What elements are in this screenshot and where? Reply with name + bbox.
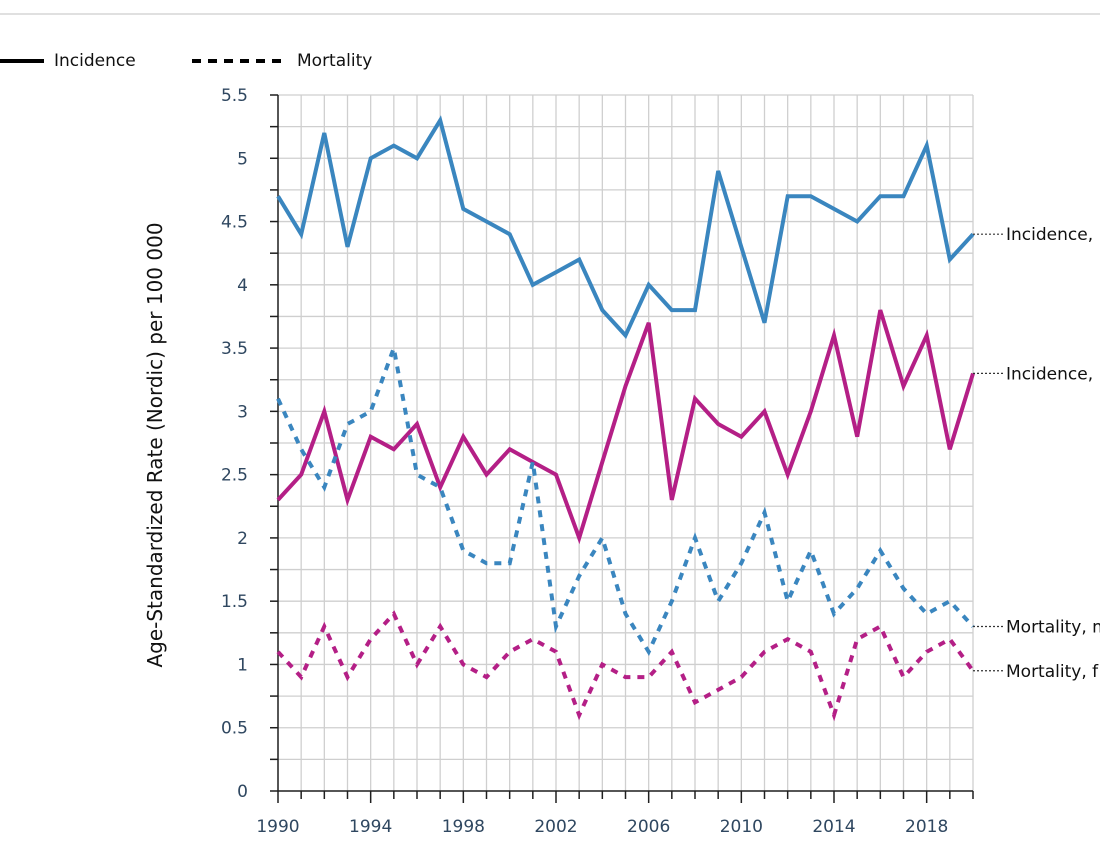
- y-tick-label: 2.5: [221, 466, 248, 486]
- series-end-labels: Incidence, Incidence, Mortality, m Mortalit…: [973, 225, 1100, 682]
- x-tick-label: 2002: [534, 817, 577, 837]
- end-label: Incidence,: [1006, 364, 1093, 384]
- x-tick-label: 1998: [442, 817, 485, 837]
- y-tick-label: 4.5: [221, 213, 248, 233]
- y-axis-title: Age-Standardized Rate (Nordic) per 100 0…: [143, 222, 167, 667]
- y-tick-label: 3.5: [221, 339, 248, 359]
- x-tick-label: 2018: [905, 817, 948, 837]
- y-tick-label: 3: [237, 402, 248, 422]
- y-tick-label: 4: [237, 276, 248, 296]
- series-line-1: [276, 115, 975, 339]
- axes: 0 0.5 1 1.5 2 2.5 3 3.5 4 4.5 5 5.5 1990 1994 1998 2002…: [221, 86, 974, 837]
- y-tick-label: 1.5: [221, 592, 248, 612]
- y-tick-label: 0.5: [221, 719, 248, 739]
- end-label: Mortality, f: [1006, 662, 1099, 682]
- legend-incidence-label: Incidence: [54, 51, 136, 71]
- series-lines: [276, 115, 975, 722]
- legend: Incidence Mortality: [0, 51, 372, 71]
- end-label: Mortality, m: [1006, 617, 1100, 637]
- y-tick-label: 2: [237, 529, 248, 549]
- x-tick-label: 2006: [627, 817, 670, 837]
- end-label: Incidence,: [1006, 225, 1093, 245]
- x-tick-label: 1994: [349, 817, 392, 837]
- y-tick-label: 5: [237, 149, 248, 169]
- series-line-2: [276, 309, 975, 545]
- legend-mortality-label: Mortality: [297, 51, 372, 71]
- y-tick-label: 1: [237, 655, 248, 675]
- series-line-4: [276, 610, 975, 722]
- y-tick-label: 0: [237, 782, 248, 802]
- y-tick-label: 5.5: [221, 86, 248, 106]
- x-tick-label: 2010: [720, 817, 763, 837]
- series-line-3: [276, 340, 975, 657]
- grid: [278, 94, 974, 791]
- x-tick-label: 1990: [256, 817, 299, 837]
- x-tick-label: 2014: [812, 817, 855, 837]
